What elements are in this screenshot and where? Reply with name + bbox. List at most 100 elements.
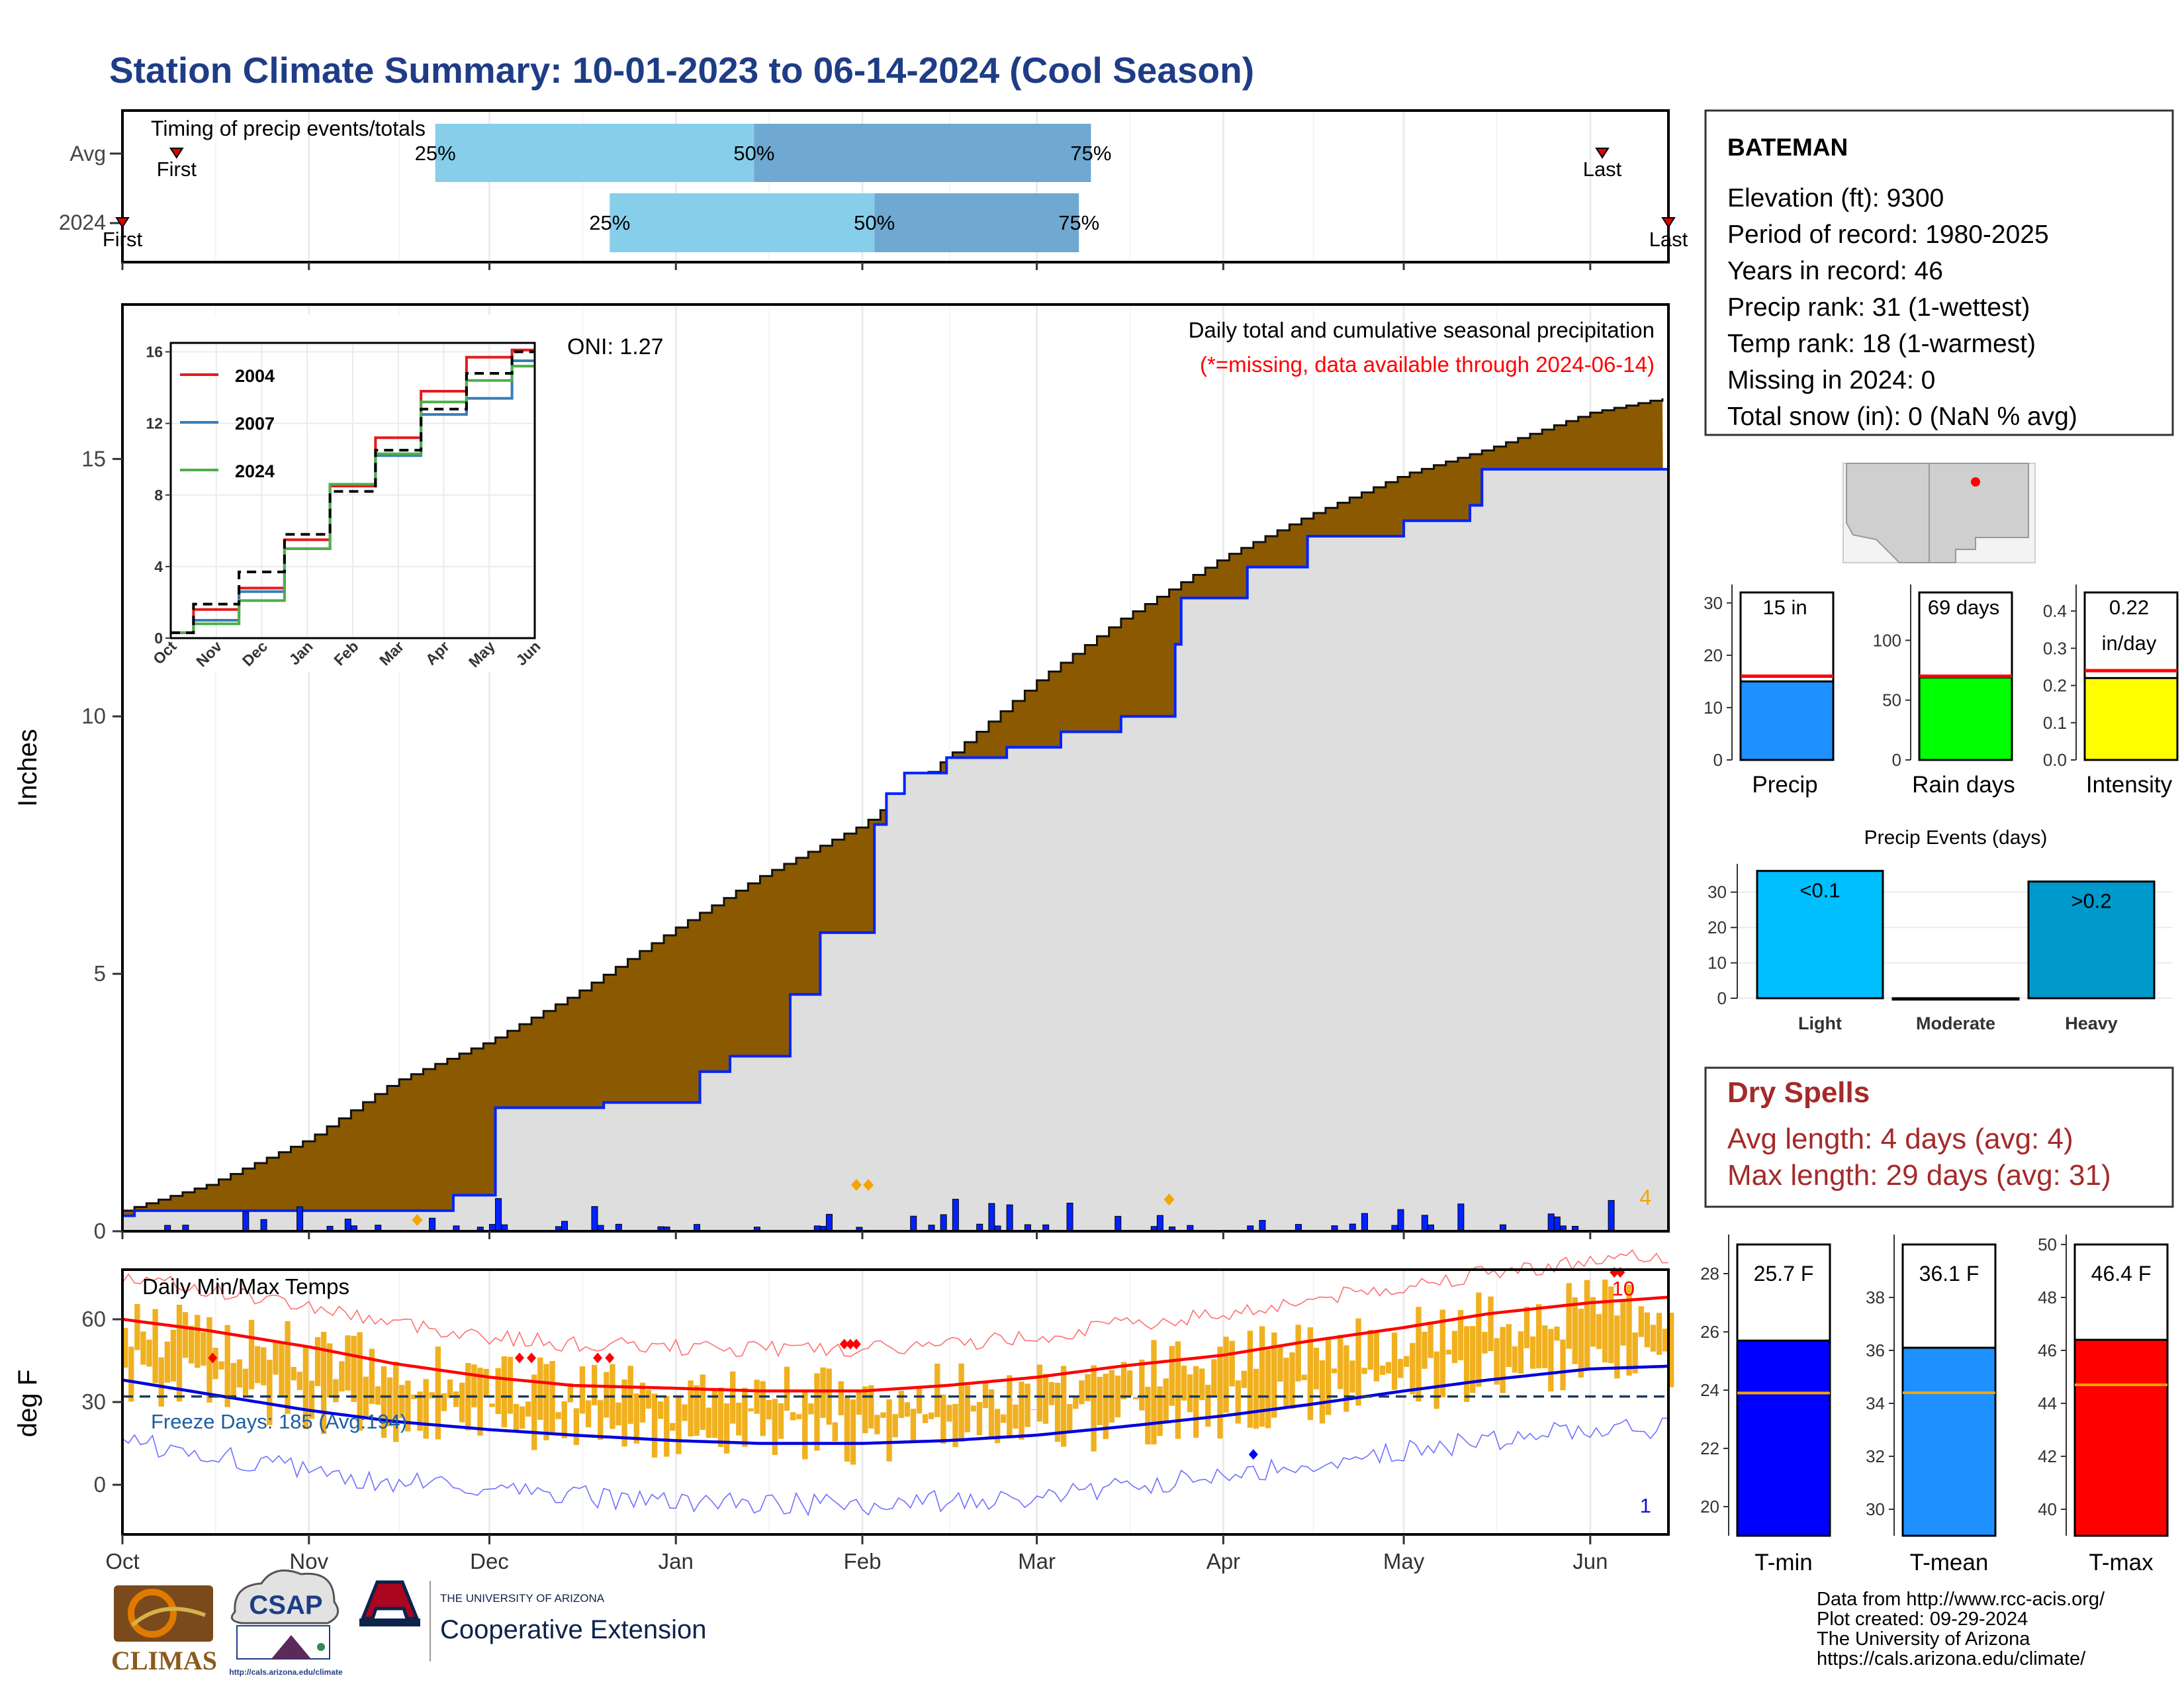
daily-temp-bar <box>1054 1382 1061 1442</box>
daily-temp-bar <box>567 1383 573 1403</box>
daily-temp-bar <box>333 1379 339 1403</box>
events-category-label: Moderate <box>1916 1013 1995 1033</box>
precip-panel: 0 5 10 15 Inches Daily total and cumulative… <box>13 303 1670 1243</box>
daily-temp-bar <box>230 1363 236 1399</box>
temp-panel-title: Daily Min/Max Temps <box>142 1274 349 1299</box>
daily-temp-bar <box>1416 1307 1422 1402</box>
daily-temp-bar <box>387 1377 393 1427</box>
daily-temp-bar <box>688 1380 694 1436</box>
daily-temp-bar <box>952 1403 958 1448</box>
daily-temp-bar <box>766 1400 772 1420</box>
daily-temp-bar <box>1139 1359 1145 1411</box>
record-low-marker <box>1248 1449 1258 1460</box>
x-tick-label: May <box>1383 1549 1425 1573</box>
x-tick-label: Feb <box>844 1549 882 1573</box>
events-y-label: 30 <box>1707 882 1727 902</box>
daily-precip-bar <box>1156 1215 1163 1232</box>
temp-mini-category-label: T-min <box>1754 1550 1813 1575</box>
freeze-days: Freeze Days: 185 (Avg:194) <box>151 1410 407 1433</box>
timing-box-lower <box>610 193 875 252</box>
daily-temp-bar <box>988 1389 995 1440</box>
precip-panel-title: Daily total and cumulative seasonal prec… <box>1189 318 1655 342</box>
daily-temp-bar <box>1410 1342 1416 1395</box>
daily-temp-bar <box>657 1401 664 1419</box>
daily-temp-bar <box>754 1380 760 1414</box>
csap-url: http://cals.arizona.edu/climate <box>229 1667 343 1677</box>
daily-temp-bar <box>1235 1380 1241 1424</box>
daily-temp-bar <box>982 1382 989 1409</box>
precip-missing-note: (*=missing, data available through 2024-… <box>1200 352 1655 377</box>
record-high-marker <box>839 1338 849 1350</box>
footer-data-source: Data from http://www.rcc-acis.org/ <box>1817 1589 2105 1610</box>
daily-temp-bar <box>1422 1331 1428 1369</box>
daily-temp-bar <box>1463 1326 1470 1402</box>
daily-temp-bar <box>1048 1382 1055 1405</box>
daily-precip-bar <box>242 1211 250 1232</box>
last-label: Last <box>1649 228 1688 251</box>
station-name: BATEMAN <box>1727 134 1848 161</box>
station-info: BATEMAN Elevation (ft): 9300 Period of r… <box>1704 109 2174 436</box>
daily-temp-bar <box>1638 1306 1644 1337</box>
daily-temp-bar <box>604 1372 610 1418</box>
y-tick-label: 30 <box>81 1389 106 1414</box>
last-marker <box>1595 148 1610 159</box>
daily-temp-bar <box>772 1399 778 1455</box>
daily-temp-bar <box>784 1366 790 1411</box>
record-high-marker <box>851 1338 861 1350</box>
page-title: Station Climate Summary: 10-01-2023 to 0… <box>109 50 1254 91</box>
daily-temp-bar <box>1482 1331 1488 1354</box>
timing-p75-label: 75% <box>1058 211 1099 234</box>
daily-temp-bar <box>254 1346 261 1383</box>
daily-temp-bar <box>1241 1370 1248 1388</box>
daily-temp-bar <box>1620 1301 1626 1346</box>
daily-temp-bar <box>1223 1336 1229 1413</box>
daily-temp-bar <box>832 1422 838 1442</box>
temp-mini-y-label: 46 <box>2038 1340 2057 1360</box>
daily-temp-bar <box>579 1366 586 1414</box>
footer-credits: Data from http://www.rcc-acis.org/ Plot … <box>1817 1589 2105 1669</box>
daily-temp-bar <box>946 1405 952 1422</box>
daily-temp-bar <box>1115 1376 1121 1418</box>
normal-precip-line <box>122 464 1670 1217</box>
events-bar <box>2027 880 2156 1000</box>
timing-p75-label: 75% <box>1070 142 1111 165</box>
temp-mini-bar <box>1901 1346 1997 1537</box>
avg-max-line <box>122 1295 1669 1393</box>
inset-y-label: 16 <box>146 344 163 361</box>
daily-precip-bar <box>495 1198 502 1232</box>
daily-temp-bar <box>1042 1374 1049 1424</box>
temp-mini-value-label: 25.7 F <box>1754 1262 1814 1286</box>
daily-precip-bar <box>825 1213 833 1232</box>
daily-temp-bar <box>1036 1364 1042 1422</box>
daily-temp-bar <box>1367 1329 1373 1370</box>
daily-temp-bar <box>778 1403 784 1439</box>
daily-temp-bar <box>976 1401 983 1436</box>
dry-spells-avg: Avg length: 4 days (avg: 4) <box>1727 1123 2073 1155</box>
daily-temp-bar <box>838 1381 844 1416</box>
daily-temp-bar <box>1602 1280 1608 1363</box>
daily-temp-bar <box>694 1385 700 1436</box>
daily-temp-bar <box>519 1406 525 1429</box>
avg-min-line <box>122 1364 1669 1445</box>
daily-temp-bar <box>549 1360 555 1434</box>
daily-temp-bar <box>1163 1378 1169 1422</box>
daily-temp-bar <box>1217 1346 1223 1439</box>
legend-2004: 2004 <box>235 366 275 386</box>
daily-temp-bar <box>1391 1333 1398 1390</box>
mini-value-bar <box>2083 677 2179 761</box>
daily-temp-bar <box>796 1414 802 1420</box>
daily-temp-bar <box>513 1403 520 1431</box>
daily-temp-bar <box>471 1364 477 1408</box>
daily-temp-bar <box>910 1409 917 1442</box>
daily-temp-bar <box>760 1381 766 1436</box>
daily-temp-bar <box>711 1390 718 1438</box>
oni-label: ONI: 1.27 <box>567 334 664 359</box>
mini-bar-charts: 15 in 0 10 20 30 Precip 69 days 0 50 100 Rain days… <box>1704 585 2179 798</box>
daily-temp-bar <box>1085 1374 1091 1401</box>
daily-temp-bar <box>994 1409 1001 1444</box>
daily-temp-bar <box>1175 1341 1181 1439</box>
daily-temp-bar <box>1397 1358 1404 1378</box>
footer-university: The University of Arizona <box>1817 1628 2030 1650</box>
daily-temp-bar <box>236 1359 243 1388</box>
daily-temp-bar <box>1133 1397 1139 1399</box>
